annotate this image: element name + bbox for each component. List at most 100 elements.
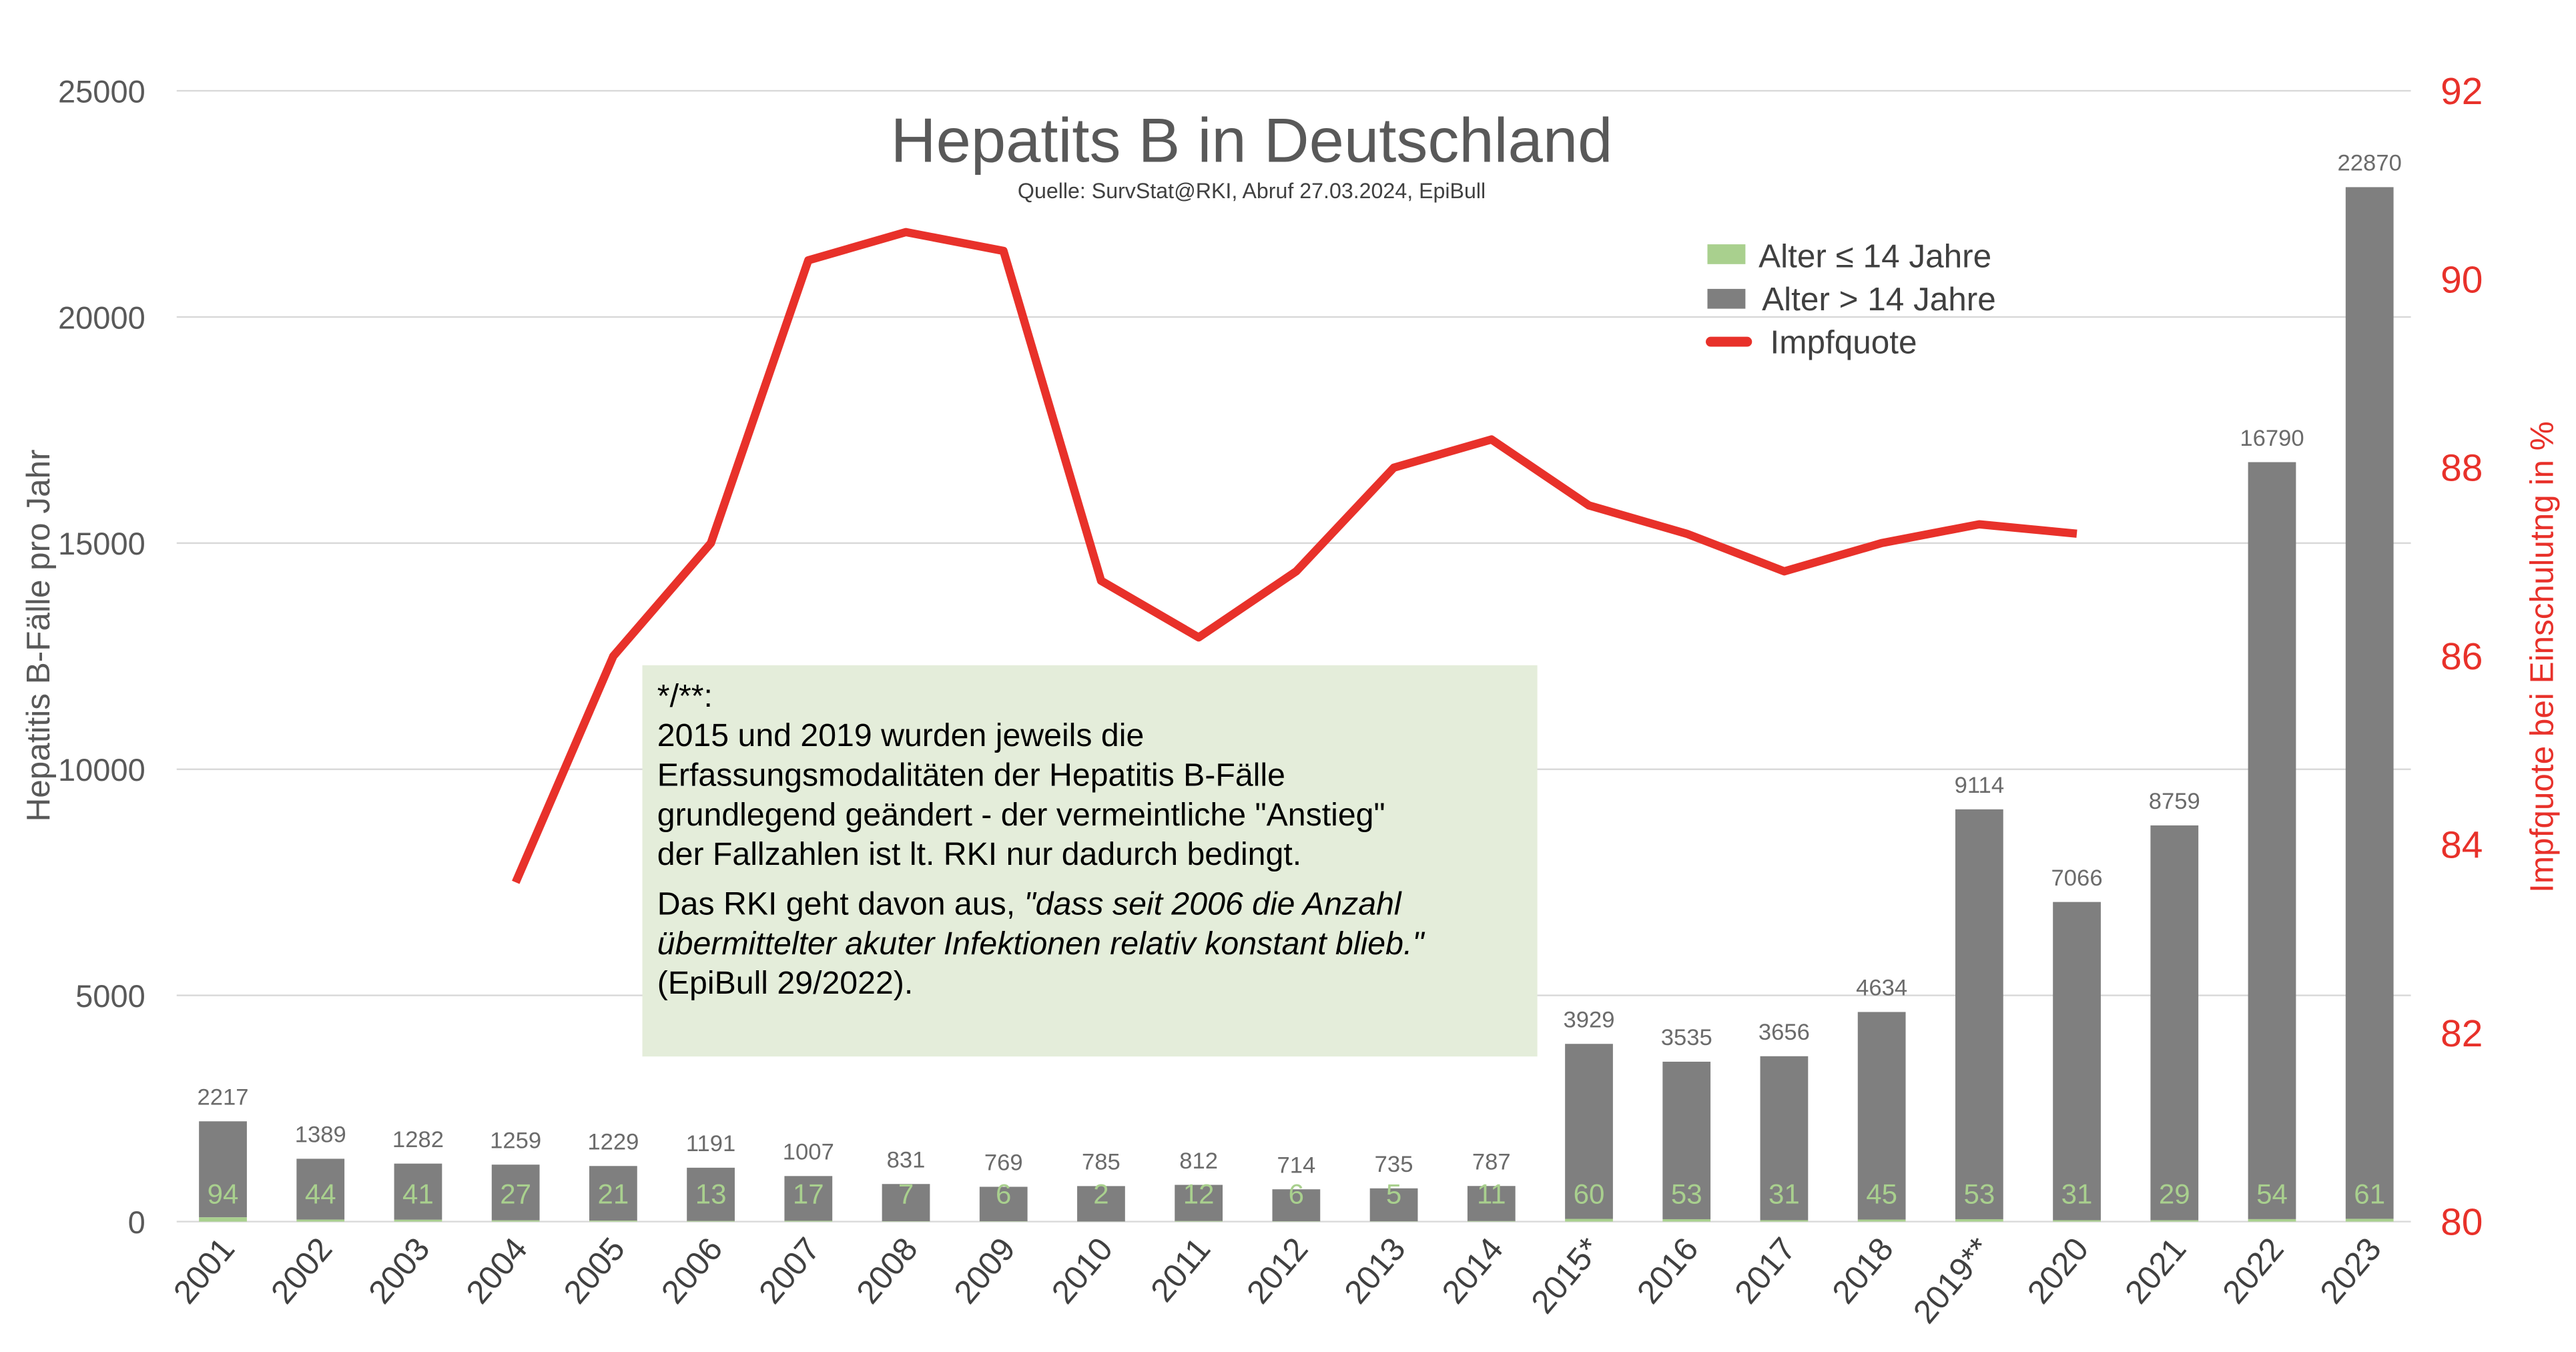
- children-label: 29: [2159, 1178, 2190, 1209]
- bars: 2217941389441282411259271229211191131007…: [198, 151, 2402, 1222]
- x-tick-label: 2008: [850, 1231, 925, 1311]
- y2-axis-title: Impfquote bei Einschulutng in %: [2523, 421, 2560, 893]
- bar-adults: [2053, 902, 2101, 1221]
- total-label: 787: [1472, 1149, 1511, 1174]
- x-tick-label: 2023: [2313, 1231, 2388, 1311]
- total-label: 812: [1179, 1148, 1218, 1174]
- x-tick-label: 2003: [362, 1231, 437, 1311]
- bar-adults: [2150, 825, 2199, 1221]
- annotation-text: Das RKI geht davon aus,: [657, 886, 1024, 922]
- children-label: 21: [597, 1178, 629, 1209]
- children-label: 94: [208, 1178, 239, 1209]
- total-label: 16790: [2240, 426, 2304, 451]
- total-label: 714: [1277, 1152, 1315, 1178]
- bar-children: [394, 1219, 442, 1222]
- legend: Alter ≤ 14 Jahre Alter > 14 Jahre Impfqu…: [1706, 238, 1996, 360]
- total-label: 735: [1375, 1152, 1413, 1177]
- total-label: 7066: [2051, 866, 2103, 891]
- legend-label-adults: Alter > 14 Jahre: [1762, 281, 1996, 318]
- bar-children: [199, 1217, 247, 1222]
- total-label: 3929: [1563, 1008, 1614, 1033]
- x-tick-label: 2006: [654, 1231, 729, 1311]
- y-tick-label: 15000: [58, 526, 145, 561]
- children-label: 61: [2354, 1178, 2385, 1209]
- bar-adults: [882, 1184, 930, 1222]
- children-label: 13: [695, 1178, 727, 1209]
- bar-adults: [491, 1164, 540, 1221]
- bar-children: [296, 1219, 345, 1222]
- total-label: 3535: [1661, 1025, 1712, 1050]
- x-tick-label: 2015*: [1524, 1231, 1608, 1320]
- bar-adults: [1369, 1188, 1418, 1222]
- y-tick-label: 20000: [58, 300, 145, 335]
- x-tick-label: 2012: [1240, 1231, 1315, 1311]
- right-axis-ticks: 80 82 84 86 88 90 92: [2441, 70, 2483, 1244]
- annotation-quote: übermittelter akuter Infektionen relativ…: [657, 926, 1425, 962]
- bar-children: [1760, 1220, 1809, 1222]
- y-tick-label: 5000: [75, 978, 145, 1014]
- annotation-line: Das RKI geht davon aus, "dass seit 2006 …: [657, 886, 1402, 922]
- bar-adults: [1077, 1186, 1125, 1222]
- total-label: 1007: [783, 1140, 834, 1165]
- bar-children: [1955, 1219, 2003, 1222]
- legend-label-impfquote: Impfquote: [1770, 324, 1917, 360]
- bar-children: [2248, 1219, 2296, 1222]
- x-tick-label: 2013: [1337, 1231, 1413, 1311]
- bar-adults: [1272, 1189, 1321, 1222]
- bar-children: [1857, 1219, 1906, 1222]
- x-tick-label: 2022: [2216, 1231, 2291, 1311]
- x-tick-label: 2010: [1044, 1231, 1120, 1311]
- y-tick-label: 25000: [58, 73, 145, 109]
- children-label: 27: [500, 1178, 531, 1209]
- children-label: 7: [898, 1178, 914, 1209]
- annotation-box: */**: 2015 und 2019 wurden jeweils die E…: [642, 665, 1538, 1057]
- x-tick-label: 2019**: [1906, 1231, 1998, 1330]
- bar-children: [1662, 1219, 1711, 1222]
- x-axis-labels: 2001 2002 2003 2004 2005 2006 2007 2008 2009 2010…: [166, 1231, 2388, 1330]
- children-label: 11: [1477, 1178, 1506, 1209]
- children-label: 2: [1093, 1178, 1108, 1209]
- annotation-line: Erfassungsmodalitäten der Hepatitis B-Fä…: [657, 757, 1285, 793]
- bar-children: [2345, 1219, 2394, 1222]
- annotation-line: 2015 und 2019 wurden jeweils die: [657, 717, 1144, 753]
- chart-subtitle: Quelle: SurvStat@RKI, Abruf 27.03.2024, …: [1018, 179, 1486, 203]
- bar-adults: [394, 1163, 442, 1220]
- total-label: 3656: [1758, 1020, 1810, 1045]
- annotation-quote: "dass seit 2006 die Anzahl: [1024, 886, 1402, 922]
- x-tick-label: 2018: [1825, 1231, 1901, 1311]
- chart-title: Hepatits B in Deutschland: [891, 105, 1613, 175]
- children-label: 12: [1183, 1178, 1215, 1209]
- bar-adults: [2345, 187, 2394, 1219]
- annotation-heading: */**:: [657, 678, 713, 714]
- x-tick-label: 2017: [1728, 1231, 1803, 1311]
- total-label: 831: [887, 1148, 926, 1173]
- total-label: 1191: [686, 1131, 735, 1156]
- bar-children: [687, 1221, 735, 1222]
- bar-adults: [199, 1121, 247, 1218]
- x-tick-label: 2002: [264, 1231, 340, 1311]
- x-tick-label: 2011: [1144, 1231, 1218, 1309]
- children-label: 44: [305, 1178, 336, 1209]
- bar-children: [2150, 1220, 2199, 1222]
- children-label: 5: [1386, 1178, 1401, 1209]
- y2-tick-label: 84: [2441, 824, 2483, 867]
- annotation-line: grundlegend geändert - der vermeintliche…: [657, 797, 1385, 833]
- y2-tick-label: 92: [2441, 70, 2483, 113]
- x-tick-label: 2009: [947, 1231, 1022, 1311]
- annotation-line: der Fallzahlen ist lt. RKI nur dadurch b…: [657, 836, 1301, 872]
- x-tick-label: 2016: [1630, 1231, 1706, 1311]
- children-label: 45: [1866, 1178, 1897, 1209]
- total-label: 22870: [2338, 151, 2402, 176]
- bar-adults: [1955, 809, 2003, 1219]
- bar-adults: [589, 1166, 637, 1221]
- total-label: 1389: [295, 1122, 346, 1148]
- x-tick-label: 2020: [2020, 1231, 2096, 1311]
- y2-tick-label: 82: [2441, 1012, 2483, 1055]
- total-label: 769: [984, 1150, 1023, 1176]
- y2-tick-label: 80: [2441, 1201, 2483, 1243]
- total-label: 4634: [1856, 976, 1907, 1001]
- y-tick-label: 10000: [58, 752, 145, 787]
- y-axis-title: Hepatitis B-Fälle pro Jahr: [20, 449, 57, 821]
- bar-adults: [687, 1167, 735, 1221]
- total-label: 1259: [490, 1128, 541, 1154]
